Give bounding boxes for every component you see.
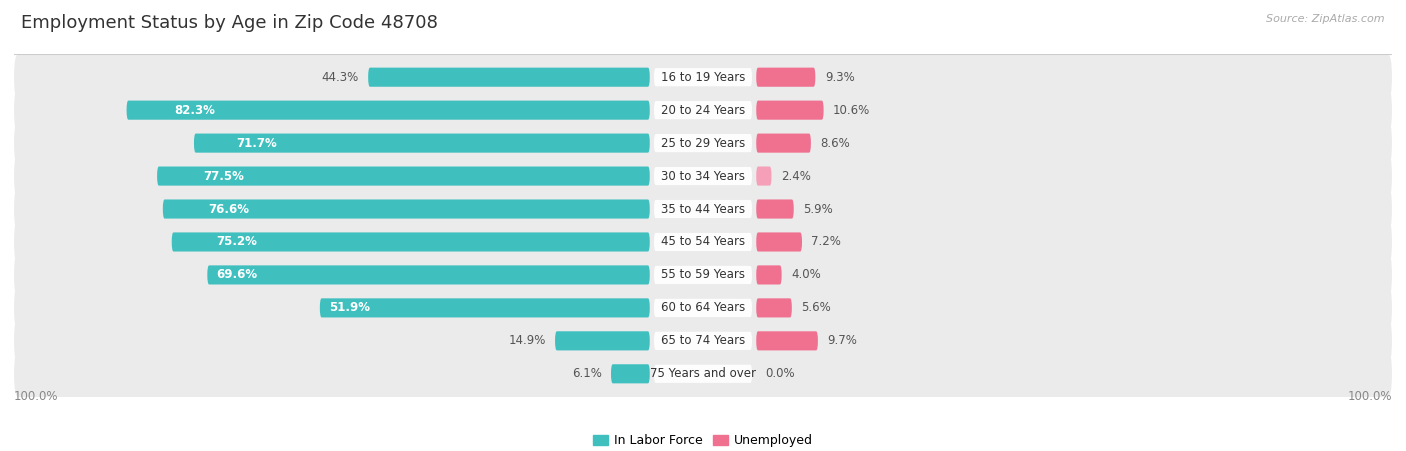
Text: 7.2%: 7.2%: [811, 235, 841, 249]
FancyBboxPatch shape: [654, 365, 752, 383]
FancyBboxPatch shape: [756, 166, 772, 186]
Text: 69.6%: 69.6%: [217, 268, 257, 281]
Legend: In Labor Force, Unemployed: In Labor Force, Unemployed: [588, 429, 818, 451]
FancyBboxPatch shape: [756, 133, 811, 152]
FancyBboxPatch shape: [756, 331, 818, 350]
FancyBboxPatch shape: [14, 252, 1392, 299]
Text: 16 to 19 Years: 16 to 19 Years: [661, 71, 745, 84]
FancyBboxPatch shape: [654, 167, 752, 185]
Text: 76.6%: 76.6%: [208, 202, 249, 216]
FancyBboxPatch shape: [14, 87, 1392, 133]
FancyBboxPatch shape: [756, 265, 782, 285]
FancyBboxPatch shape: [194, 133, 650, 152]
FancyBboxPatch shape: [127, 101, 650, 120]
FancyBboxPatch shape: [756, 68, 815, 87]
Text: 6.1%: 6.1%: [572, 367, 602, 380]
FancyBboxPatch shape: [14, 152, 1392, 199]
Text: 82.3%: 82.3%: [174, 104, 215, 117]
Text: 5.6%: 5.6%: [801, 301, 831, 314]
FancyBboxPatch shape: [368, 68, 650, 87]
FancyBboxPatch shape: [172, 232, 650, 252]
FancyBboxPatch shape: [163, 199, 650, 219]
Text: 100.0%: 100.0%: [1347, 391, 1392, 403]
FancyBboxPatch shape: [654, 233, 752, 251]
Text: 2.4%: 2.4%: [780, 170, 811, 183]
FancyBboxPatch shape: [14, 54, 1392, 101]
Text: 100.0%: 100.0%: [14, 391, 59, 403]
FancyBboxPatch shape: [654, 134, 752, 152]
Text: 77.5%: 77.5%: [202, 170, 243, 183]
Text: 9.7%: 9.7%: [827, 334, 858, 347]
Text: 51.9%: 51.9%: [329, 301, 370, 314]
Text: 4.0%: 4.0%: [792, 268, 821, 281]
Text: 75.2%: 75.2%: [217, 235, 257, 249]
FancyBboxPatch shape: [14, 186, 1392, 232]
Text: Employment Status by Age in Zip Code 48708: Employment Status by Age in Zip Code 487…: [21, 14, 437, 32]
FancyBboxPatch shape: [756, 299, 792, 318]
Text: 30 to 34 Years: 30 to 34 Years: [661, 170, 745, 183]
Text: 8.6%: 8.6%: [820, 137, 851, 150]
Text: 71.7%: 71.7%: [236, 137, 277, 150]
Text: 20 to 24 Years: 20 to 24 Years: [661, 104, 745, 117]
FancyBboxPatch shape: [654, 299, 752, 317]
Text: 9.3%: 9.3%: [825, 71, 855, 84]
FancyBboxPatch shape: [14, 350, 1392, 397]
FancyBboxPatch shape: [756, 101, 824, 120]
Text: Source: ZipAtlas.com: Source: ZipAtlas.com: [1267, 14, 1385, 23]
FancyBboxPatch shape: [654, 101, 752, 119]
Text: 14.9%: 14.9%: [509, 334, 546, 347]
FancyBboxPatch shape: [555, 331, 650, 350]
Text: 55 to 59 Years: 55 to 59 Years: [661, 268, 745, 281]
Text: 44.3%: 44.3%: [322, 71, 359, 84]
FancyBboxPatch shape: [14, 318, 1392, 364]
FancyBboxPatch shape: [14, 285, 1392, 331]
FancyBboxPatch shape: [756, 232, 801, 252]
FancyBboxPatch shape: [157, 166, 650, 186]
Text: 10.6%: 10.6%: [832, 104, 870, 117]
FancyBboxPatch shape: [612, 364, 650, 383]
FancyBboxPatch shape: [14, 219, 1392, 265]
Text: 25 to 29 Years: 25 to 29 Years: [661, 137, 745, 150]
FancyBboxPatch shape: [319, 299, 650, 318]
FancyBboxPatch shape: [654, 68, 752, 86]
Text: 0.0%: 0.0%: [766, 367, 796, 380]
Text: 5.9%: 5.9%: [803, 202, 832, 216]
FancyBboxPatch shape: [14, 120, 1392, 166]
Text: 35 to 44 Years: 35 to 44 Years: [661, 202, 745, 216]
Text: 65 to 74 Years: 65 to 74 Years: [661, 334, 745, 347]
FancyBboxPatch shape: [207, 265, 650, 285]
FancyBboxPatch shape: [654, 266, 752, 284]
FancyBboxPatch shape: [654, 332, 752, 350]
Text: 60 to 64 Years: 60 to 64 Years: [661, 301, 745, 314]
FancyBboxPatch shape: [756, 199, 794, 219]
Text: 75 Years and over: 75 Years and over: [650, 367, 756, 380]
FancyBboxPatch shape: [654, 200, 752, 218]
Text: 45 to 54 Years: 45 to 54 Years: [661, 235, 745, 249]
